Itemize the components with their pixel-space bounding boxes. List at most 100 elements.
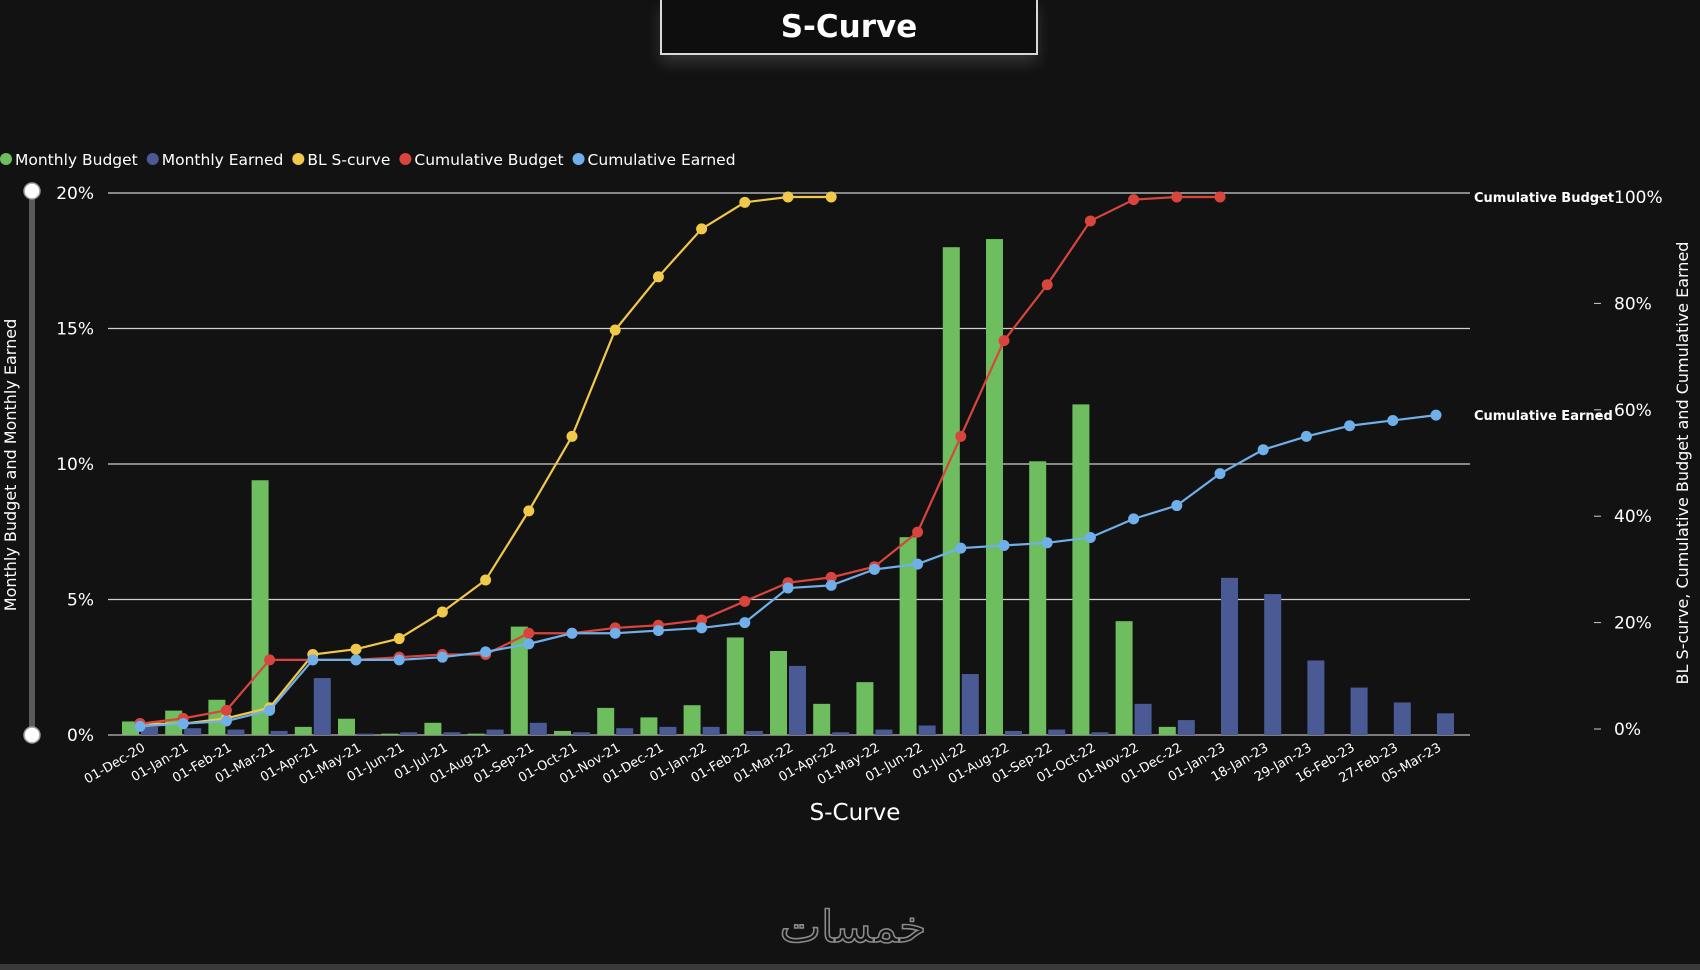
point-cumulative-earned: [998, 539, 1010, 551]
bar-monthly-budget: [294, 726, 312, 735]
y-right-axis-title: BL S-curve, Cumulative Budget and Cumula…: [1673, 242, 1692, 685]
point-cumulative-earned: [1387, 414, 1399, 426]
point-cumulative-budget: [523, 627, 535, 639]
bar-monthly-budget: [899, 537, 917, 735]
point-bl-s-curve: [523, 505, 535, 517]
point-cumulative-earned: [134, 720, 146, 732]
point-cumulative-budget: [955, 430, 967, 442]
y-right-tick-label: 100%: [1614, 188, 1663, 208]
line-cumulative-budget: [139, 195, 1220, 725]
bar-monthly-budget: [554, 730, 571, 735]
zoom-slider-handle-top: [23, 182, 41, 200]
bar-monthly-earned: [227, 729, 245, 735]
chart-title: S-Curve: [660, 0, 1038, 55]
bar-monthly-budget: [1115, 621, 1133, 735]
end-label-cumulative-earned: Cumulative Earned: [1474, 409, 1613, 424]
point-cumulative-earned: [912, 558, 924, 570]
y-right-tick-label: 60%: [1614, 401, 1652, 421]
point-cumulative-earned: [1084, 531, 1096, 543]
point-cumulative-earned: [1171, 500, 1183, 512]
point-cumulative-earned: [955, 542, 967, 554]
bar-monthly-earned: [1048, 729, 1066, 735]
point-cumulative-budget: [1214, 191, 1226, 203]
bar-monthly-budget: [597, 707, 615, 735]
y-left-tick-label: 20%: [56, 184, 94, 204]
bar-monthly-budget: [467, 733, 485, 735]
point-cumulative-earned: [523, 638, 535, 650]
bar-monthly-earned: [184, 728, 202, 735]
point-cumulative-earned: [1041, 537, 1053, 549]
legend-label-monthly-budget: Monthly Budget: [15, 151, 138, 169]
y-right-tick-label: 40%: [1614, 507, 1652, 527]
watermark-logo: خمسات: [779, 901, 927, 954]
bar-monthly-earned: [400, 732, 418, 735]
point-cumulative-earned: [220, 715, 232, 727]
bar-monthly-earned: [832, 732, 850, 735]
zoom-slider-handle-bottom: [23, 726, 41, 744]
bar-monthly-earned: [1221, 577, 1238, 735]
point-cumulative-budget: [1128, 194, 1140, 206]
legend-label-monthly-earned: Monthly Earned: [162, 151, 284, 169]
bar-monthly-earned: [789, 665, 806, 735]
bar-monthly-earned: [1091, 732, 1109, 735]
bar-monthly-budget: [381, 733, 399, 735]
bar-monthly-budget: [683, 705, 701, 735]
point-cumulative-budget: [825, 571, 837, 583]
bar-monthly-earned: [529, 722, 547, 735]
legend-marker-monthly-budget: [0, 153, 12, 165]
point-cumulative-earned: [350, 654, 362, 666]
point-cumulative-earned: [609, 627, 621, 639]
bottom-scroll-bar: [0, 964, 1700, 970]
point-cumulative-budget: [1084, 215, 1096, 227]
bar-monthly-budget: [338, 718, 355, 735]
bar-monthly-earned: [1177, 720, 1195, 735]
point-bl-s-curve: [566, 430, 578, 442]
point-cumulative-budget: [739, 595, 751, 607]
bar-monthly-earned: [141, 726, 158, 735]
bar-monthly-budget: [1072, 404, 1090, 735]
end-label-cumulative-budget: Cumulative Budget: [1474, 191, 1614, 206]
legend-label-cumulative-budget: Cumulative Budget: [414, 151, 563, 169]
bar-monthly-budget: [813, 703, 831, 735]
legend-label-cumulative-earned: Cumulative Earned: [588, 151, 736, 169]
point-bl-s-curve: [782, 191, 794, 203]
bar-monthly-budget: [251, 480, 269, 735]
point-cumulative-earned: [177, 718, 189, 730]
legend-marker-cumulative-budget: [399, 153, 412, 165]
point-cumulative-earned: [652, 625, 664, 637]
point-bl-s-curve: [652, 271, 664, 283]
point-cumulative-earned: [825, 579, 837, 591]
bar-monthly-earned: [443, 732, 461, 735]
bar-monthly-earned: [875, 729, 893, 735]
point-cumulative-earned: [1430, 409, 1442, 421]
point-cumulative-earned: [436, 651, 448, 663]
bar-monthly-budget: [726, 637, 744, 735]
point-cumulative-budget: [220, 704, 232, 716]
point-cumulative-earned: [1128, 513, 1140, 525]
line-cumulative-earned: [139, 414, 1437, 728]
point-cumulative-earned: [480, 646, 492, 658]
y-left-tick-label: 5%: [67, 591, 94, 611]
bar-monthly-earned: [313, 678, 331, 735]
bar-monthly-earned: [745, 730, 763, 735]
bar-monthly-earned: [1437, 713, 1454, 735]
y-right-tick-label: 80%: [1614, 294, 1652, 314]
point-bl-s-curve: [609, 324, 621, 336]
point-bl-s-curve: [825, 191, 837, 203]
point-cumulative-budget: [264, 654, 276, 666]
bar-monthly-budget: [424, 722, 442, 735]
point-cumulative-budget: [912, 526, 924, 538]
bar-monthly-earned: [1307, 660, 1325, 735]
bar-monthly-budget: [856, 682, 874, 735]
watermark-text: خمسات: [780, 902, 927, 953]
x-axis-title: S-Curve: [810, 800, 901, 826]
point-cumulative-earned: [782, 582, 794, 594]
bar-monthly-earned: [616, 728, 634, 735]
bar-monthly-budget: [510, 626, 528, 735]
bar-monthly-budget: [942, 247, 960, 735]
bar-monthly-earned: [1134, 703, 1152, 735]
bar-monthly-budget: [1158, 726, 1176, 735]
point-bl-s-curve: [739, 196, 751, 208]
point-cumulative-earned: [393, 654, 405, 666]
